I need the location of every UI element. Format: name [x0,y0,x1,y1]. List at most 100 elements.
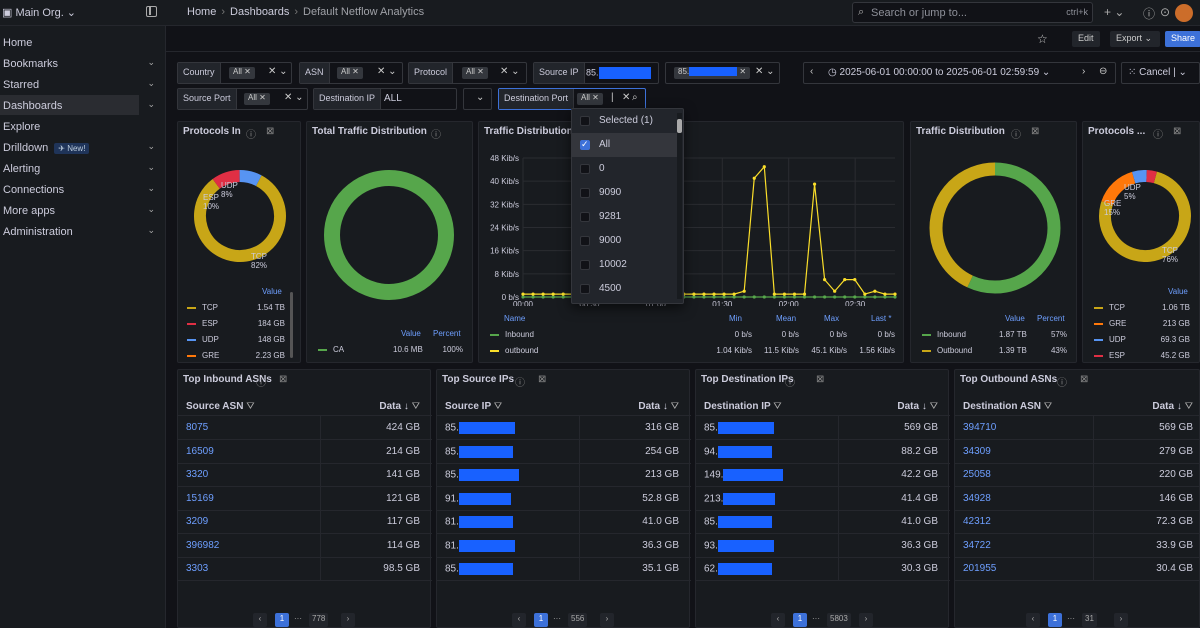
sidebar-item-explore[interactable]: Explore [3,121,41,133]
time-range-picker[interactable]: ‹ ◷ 2025-06-01 00:00:00 to 2025-06-01 02… [803,62,1116,84]
share-button[interactable]: Share [1165,31,1200,47]
no-cache-icon[interactable]: ⊠ [266,126,275,137]
pagination-last[interactable]: 778 [309,613,329,627]
pagination-last[interactable]: 5803 [827,613,851,627]
source-ip-variable[interactable]: Source IP 85. [533,62,659,84]
pagination-next[interactable]: › [859,613,873,627]
destination-ip-variable[interactable]: Destination IP ALL [313,88,457,110]
legend-row[interactable]: Inbound 1.87 TB 57% [922,330,1067,339]
destination-ip-dropdown[interactable]: ⌄ [463,88,492,110]
table-row-key[interactable]: 149. [704,469,784,481]
clear-icon[interactable]: ✕ ⌄ [268,66,288,77]
chevron-down-icon[interactable]: ⌄ [147,162,155,172]
sidebar-item-administration[interactable]: Administration ⌄ [3,225,155,238]
no-cache-icon[interactable]: ⊠ [279,374,288,385]
clear-icon[interactable]: ✕ [622,92,631,103]
crumb-current[interactable]: Default Netflow Analytics [303,6,425,18]
org-switcher[interactable]: ▣ Main Org. ⌄ [2,7,77,19]
table-row-key[interactable]: 62. [704,563,772,575]
chevron-down-icon[interactable]: ⌄ [147,225,155,235]
dock-menu-icon[interactable] [146,6,157,17]
export-button[interactable]: Export ⌄ [1110,31,1160,47]
legend-row[interactable]: Inbound 0 b/s 0 b/s 0 b/s 0 b/s [490,330,895,339]
table-row-key[interactable]: 81. [445,516,513,528]
pagination-page[interactable]: 1 [275,613,289,627]
dropdown-item[interactable]: 9000 [572,229,677,253]
star-icon[interactable]: ☆ [1037,32,1048,46]
edit-button[interactable]: Edit [1072,31,1100,47]
info-icon[interactable]: ⓘ [1153,130,1163,141]
table-row-key[interactable]: 34928 [963,492,991,504]
pagination-last[interactable]: 31 [1082,613,1097,627]
legend-row[interactable]: ESP 184 GB [187,319,285,328]
table-row-key[interactable]: 85. [704,516,772,528]
column-header-data[interactable]: Data ↓ ⛛ [379,401,420,412]
pagination-page[interactable]: 1 [1048,613,1062,627]
legend-header-last[interactable]: Last * [871,314,892,323]
column-header-data[interactable]: Data ↓ ⛛ [638,401,679,412]
table-row-key[interactable]: 15169 [186,492,214,504]
clear-icon[interactable]: ✕ ⌄ [377,66,397,77]
table-row-key[interactable]: 3209 [186,516,209,527]
table-row-key[interactable]: 3303 [186,563,209,574]
info-icon[interactable]: ⓘ [1057,378,1067,389]
dropdown-item-all[interactable]: ✓ All [572,133,677,157]
dropdown-item[interactable]: 4500 [572,277,677,301]
legend-row[interactable]: TCP 1.54 TB [187,303,285,312]
legend-row[interactable]: outbound 1.04 Kib/s 11.5 Kib/s 45.1 Kib/s 1.… [490,346,895,355]
sidebar-item-more-apps[interactable]: More apps ⌄ [3,204,155,217]
dropdown-item[interactable]: 0 [572,157,677,181]
pagination-page[interactable]: 1 [793,613,807,627]
legend-header-max[interactable]: Max [824,314,840,323]
table-row-key[interactable]: 85. [445,445,513,458]
sidebar-item-dashboards[interactable]: Dashboards ⌄ [0,95,155,115]
cancel-button[interactable]: ⁙ Cancel | ⌄ [1121,62,1200,84]
legend-header-value[interactable]: Value [401,329,421,338]
info-icon[interactable]: ⓘ [431,130,441,141]
column-header[interactable]: Source IP ⛛ [445,401,503,412]
rss-icon[interactable]: ⊙ [1160,5,1171,19]
info-icon[interactable]: ⓘ [246,130,256,141]
sidebar-item-home[interactable]: Home [3,37,33,49]
column-header-data[interactable]: Data ↓ ⛛ [897,401,938,412]
destination-port-variable[interactable]: Destination Port All ✕ | ✕ ⌕ [498,88,646,110]
chevron-down-icon[interactable]: ⌄ [147,183,155,193]
table-row-key[interactable]: 201955 [963,563,997,574]
pagination-prev[interactable]: ‹ [512,613,526,627]
table-row-key[interactable]: 396982 [186,539,220,551]
chevron-down-icon[interactable]: ⌄ [476,92,485,103]
table-row-key[interactable]: 42312 [963,516,991,527]
table-row-key[interactable]: 3320 [186,469,209,480]
pagination-prev[interactable]: ‹ [771,613,785,627]
table-row-key[interactable]: 16509 [186,445,214,457]
table-row-key[interactable]: 213. [704,492,776,505]
chevron-down-icon[interactable]: ⌄ [147,78,155,88]
no-cache-icon[interactable]: ⊠ [1031,126,1040,137]
pagination-last[interactable]: 556 [568,613,588,627]
no-cache-icon[interactable]: ⊠ [1173,126,1182,137]
scrollbar[interactable] [290,292,293,358]
clear-icon[interactable]: ✕ ⌄ [755,66,775,77]
search-input[interactable]: ⌕ Search or jump to... ctrl+k [852,2,1093,23]
dropdown-item-selected[interactable]: Selected (1) [572,109,677,133]
column-header[interactable]: Source ASN ⛛ [186,401,255,412]
info-icon[interactable]: ⓘ [1011,130,1021,141]
legend-row[interactable]: Outbound 1.39 TB 43% [922,346,1067,355]
crumb-dashboards[interactable]: Dashboards [230,6,290,18]
table-row-key[interactable]: 8075 [186,422,209,433]
pagination-page[interactable]: 1 [534,613,548,627]
plus-icon[interactable]: + ⌄ [1104,5,1125,19]
legend-row[interactable]: ESP 45.2 GB [1094,351,1190,360]
legend-header-min[interactable]: Min [729,314,742,323]
table-row-key[interactable]: 91. [445,492,511,505]
ip-select-variable[interactable]: 85. ✕ ✕ ⌄ [665,62,780,84]
column-header[interactable]: Destination ASN ⛛ [963,401,1053,412]
sidebar-item-starred[interactable]: Starred ⌄ [3,78,155,91]
table-row-key[interactable]: 94. [704,445,772,458]
table-row-key[interactable]: 85. [445,563,513,575]
variable-chip[interactable]: All ✕ [577,93,603,105]
legend-header-value[interactable]: Value [1005,314,1025,323]
clear-icon[interactable]: ✕ ⌄ [284,92,304,103]
crumb-home[interactable]: Home [187,6,217,18]
table-row-key[interactable]: 34722 [963,539,991,551]
